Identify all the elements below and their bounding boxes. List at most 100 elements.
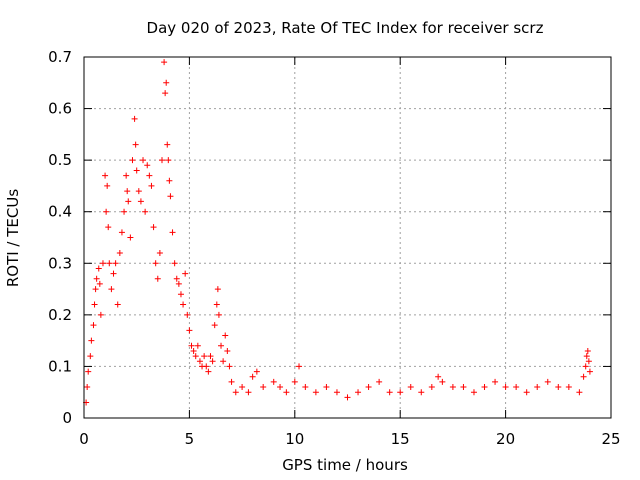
data-point bbox=[277, 384, 284, 391]
data-point bbox=[218, 342, 225, 349]
data-point bbox=[220, 358, 227, 365]
y-tick-labels: 0 0.1 0.2 0.3 0.4 0.5 0.6 0.7 bbox=[48, 48, 72, 427]
data-point bbox=[584, 347, 591, 354]
y-tick-label: 0.6 bbox=[48, 100, 72, 118]
y-tick-label: 0.2 bbox=[48, 306, 72, 324]
data-point bbox=[118, 229, 125, 236]
data-point bbox=[214, 286, 221, 293]
data-point bbox=[470, 389, 477, 396]
data-point bbox=[127, 234, 134, 241]
data-point bbox=[137, 198, 144, 205]
data-point bbox=[502, 384, 509, 391]
data-point bbox=[582, 363, 589, 370]
data-point bbox=[84, 384, 91, 391]
data-point bbox=[188, 342, 195, 349]
data-point bbox=[232, 389, 239, 396]
data-point bbox=[132, 141, 139, 148]
data-point bbox=[239, 384, 246, 391]
data-point bbox=[222, 332, 229, 339]
y-tick-label: 0 bbox=[62, 409, 72, 427]
axis-ticks bbox=[83, 56, 612, 419]
data-point bbox=[167, 193, 174, 200]
data-point bbox=[190, 347, 197, 354]
data-point bbox=[95, 265, 102, 272]
data-point bbox=[201, 353, 208, 360]
data-point bbox=[245, 389, 252, 396]
data-point bbox=[186, 327, 193, 334]
y-tick-label: 0.1 bbox=[48, 357, 72, 375]
data-point bbox=[175, 280, 182, 287]
data-point bbox=[192, 353, 199, 360]
data-point bbox=[114, 301, 121, 308]
data-point bbox=[585, 358, 592, 365]
data-point bbox=[135, 188, 142, 195]
data-point bbox=[123, 172, 130, 179]
y-axis-label: ROTI / TECUs bbox=[4, 189, 22, 287]
y-tick-label: 0.3 bbox=[48, 254, 72, 272]
data-point bbox=[513, 384, 520, 391]
x-tick-label: 20 bbox=[496, 430, 515, 448]
data-point bbox=[165, 157, 172, 164]
data-point bbox=[85, 368, 92, 375]
data-point bbox=[129, 157, 136, 164]
data-point bbox=[91, 301, 98, 308]
data-point bbox=[523, 389, 530, 396]
data-point bbox=[164, 141, 171, 148]
plot-frame bbox=[83, 56, 612, 419]
data-point bbox=[103, 208, 110, 215]
data-point bbox=[534, 384, 541, 391]
data-point bbox=[397, 389, 404, 396]
chart-title: Day 020 of 2023, Rate Of TEC Index for r… bbox=[147, 19, 544, 37]
data-point bbox=[270, 378, 277, 385]
data-point bbox=[224, 347, 231, 354]
data-point bbox=[249, 373, 256, 380]
data-point bbox=[407, 384, 414, 391]
x-axis-label: GPS time / hours bbox=[282, 456, 408, 474]
data-point bbox=[90, 322, 97, 329]
x-tick-label: 0 bbox=[79, 430, 89, 448]
data-point bbox=[283, 389, 290, 396]
data-point bbox=[428, 384, 435, 391]
data-point bbox=[169, 229, 176, 236]
data-point bbox=[140, 157, 147, 164]
data-point bbox=[106, 260, 113, 267]
data-point bbox=[215, 311, 222, 318]
data-point bbox=[131, 115, 138, 122]
data-point bbox=[102, 172, 109, 179]
data-point bbox=[418, 389, 425, 396]
data-point bbox=[184, 311, 191, 318]
data-point bbox=[162, 90, 169, 97]
data-point bbox=[87, 353, 94, 360]
data-point bbox=[586, 368, 593, 375]
data-point bbox=[144, 162, 151, 169]
data-point bbox=[152, 260, 159, 267]
data-point bbox=[93, 275, 100, 282]
data-point bbox=[112, 260, 119, 267]
data-point bbox=[205, 368, 212, 375]
data-point bbox=[291, 378, 298, 385]
data-point bbox=[125, 198, 132, 205]
data-point bbox=[182, 270, 189, 277]
data-point bbox=[96, 280, 103, 287]
data-point bbox=[365, 384, 372, 391]
data-point bbox=[97, 311, 104, 318]
data-point bbox=[194, 342, 201, 349]
data-point bbox=[156, 249, 163, 256]
data-point bbox=[580, 373, 587, 380]
data-point bbox=[481, 384, 488, 391]
data-point bbox=[449, 384, 456, 391]
data-point bbox=[296, 363, 303, 370]
data-point bbox=[88, 337, 95, 344]
data-points bbox=[83, 59, 593, 406]
data-point bbox=[166, 177, 173, 184]
x-tick-label: 5 bbox=[185, 430, 195, 448]
data-point bbox=[544, 378, 551, 385]
data-point bbox=[177, 291, 184, 298]
data-point bbox=[209, 358, 216, 365]
data-point bbox=[161, 59, 168, 66]
data-point bbox=[253, 368, 260, 375]
y-tick-label: 0.4 bbox=[48, 203, 72, 221]
data-point bbox=[133, 167, 140, 174]
data-point bbox=[213, 301, 220, 308]
y-tick-label: 0.7 bbox=[48, 48, 72, 66]
